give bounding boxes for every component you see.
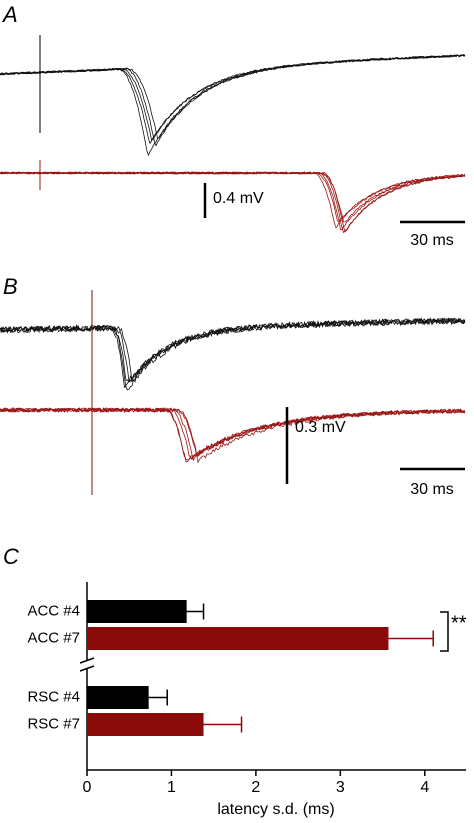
x-tick-label: 0 (83, 779, 92, 796)
bar (87, 686, 149, 709)
trace (0, 407, 466, 456)
panel-label: A (1, 2, 18, 27)
axis-break (79, 665, 95, 672)
bar (87, 713, 204, 736)
traces (0, 35, 466, 495)
x-axis-label: latency s.d. (ms) (217, 801, 334, 818)
bar (87, 627, 389, 650)
panel-label: B (3, 274, 18, 299)
category-label: ACC #7 (27, 629, 80, 646)
category-label: RSC #7 (27, 715, 80, 732)
trace (0, 171, 466, 229)
category-label: ACC #4 (27, 602, 80, 619)
category-label: RSC #4 (27, 688, 80, 705)
axis-break (79, 657, 95, 664)
scale-label: 30 ms (410, 481, 454, 498)
trace (0, 54, 466, 147)
scale-label: 0.4 mV (213, 190, 264, 207)
significance-bracket (440, 611, 449, 652)
x-tick-label: 1 (167, 779, 176, 796)
trace (0, 407, 466, 461)
trace (0, 54, 466, 139)
trace (0, 54, 466, 141)
scale-label: 0.3 mV (295, 419, 346, 436)
trace (0, 407, 466, 460)
annotation: ** (451, 612, 467, 634)
trace (0, 317, 466, 383)
x-tick-label: 3 (336, 779, 345, 796)
bar (87, 600, 187, 623)
x-tick-label: 2 (251, 779, 260, 796)
x-tick-label: 4 (420, 779, 429, 796)
trace (0, 318, 466, 391)
trace (0, 407, 466, 463)
scale-label: 30 ms (410, 232, 454, 249)
trace (0, 317, 466, 383)
panel-label: C (3, 544, 19, 569)
trace (0, 54, 466, 145)
